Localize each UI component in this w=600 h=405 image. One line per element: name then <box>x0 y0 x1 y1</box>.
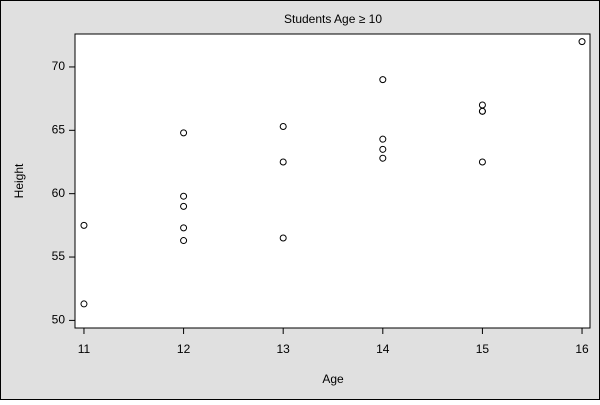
point <box>279 123 287 131</box>
point <box>180 237 188 245</box>
y-axis-label: Height <box>12 163 26 198</box>
chart-title: Students Age ≥ 10 <box>284 12 382 26</box>
point <box>80 300 88 308</box>
x-tick-label: 11 <box>78 342 91 356</box>
x-tick-label: 12 <box>177 342 191 356</box>
y-tick-label: 55 <box>52 249 66 263</box>
y-tick-label: 60 <box>52 186 66 200</box>
point <box>180 224 188 232</box>
point <box>279 234 287 242</box>
point <box>279 158 287 166</box>
x-tick-label: 14 <box>376 342 390 356</box>
point <box>379 76 387 84</box>
y-tick-label: 50 <box>52 313 66 327</box>
x-tick-label: 16 <box>575 342 589 356</box>
point <box>578 38 586 46</box>
point <box>180 202 188 210</box>
plot-area <box>74 33 591 329</box>
point <box>180 129 188 137</box>
point <box>180 192 188 200</box>
point <box>478 158 486 166</box>
y-tick-label: 70 <box>52 59 66 73</box>
point <box>379 145 387 153</box>
point <box>379 154 387 162</box>
point <box>80 221 88 229</box>
x-tick-label: 13 <box>277 342 291 356</box>
x-tick-label: 15 <box>476 342 490 356</box>
point <box>379 135 387 143</box>
y-tick-label: 65 <box>52 122 66 136</box>
point <box>478 107 486 115</box>
x-axis-label: Age <box>322 372 344 386</box>
